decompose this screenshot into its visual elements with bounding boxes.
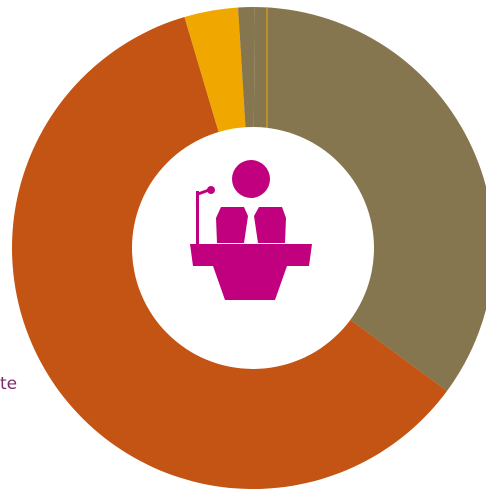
partial-label-text: te bbox=[0, 374, 17, 394]
donut-slice-0 bbox=[253, 7, 486, 392]
speaker-at-podium-icon bbox=[190, 160, 312, 300]
